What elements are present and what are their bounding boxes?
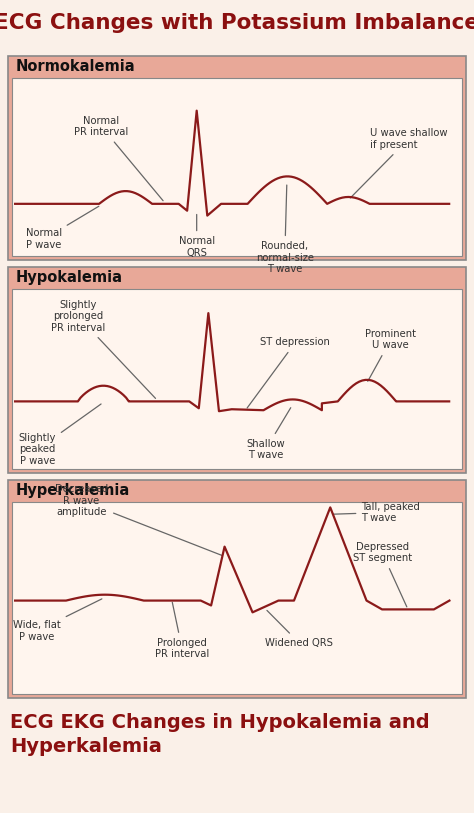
FancyBboxPatch shape [12, 78, 462, 256]
Text: Normal
PR interval: Normal PR interval [74, 115, 163, 201]
Text: Prolonged
PR interval: Prolonged PR interval [155, 602, 209, 659]
Text: Normal
P wave: Normal P wave [26, 207, 99, 250]
FancyBboxPatch shape [12, 502, 462, 694]
Text: ST depression: ST depression [247, 337, 330, 408]
FancyBboxPatch shape [8, 267, 466, 473]
Text: Hyperkalemia: Hyperkalemia [16, 483, 130, 498]
FancyBboxPatch shape [12, 289, 462, 469]
Text: Widened QRS: Widened QRS [265, 611, 333, 648]
Text: Hypokalemia: Hypokalemia [16, 270, 123, 285]
Text: Normokalemia: Normokalemia [16, 59, 136, 74]
Text: Shallow
T wave: Shallow T wave [246, 407, 291, 460]
Text: Depressed
ST segment: Depressed ST segment [353, 541, 411, 606]
Text: ECG EKG Changes in Hypokalemia and
Hyperkalemia: ECG EKG Changes in Hypokalemia and Hyper… [10, 713, 429, 756]
FancyBboxPatch shape [8, 56, 466, 260]
FancyBboxPatch shape [8, 480, 466, 698]
Text: ECG Changes with Potassium Imbalance: ECG Changes with Potassium Imbalance [0, 13, 474, 33]
Text: Normal
QRS: Normal QRS [179, 215, 215, 258]
Text: Slightly
prolonged
PR interval: Slightly prolonged PR interval [51, 299, 155, 398]
Text: Decreased
R wave
amplitude: Decreased R wave amplitude [55, 484, 222, 555]
Text: U wave shallow
if present: U wave shallow if present [350, 128, 447, 198]
Text: Tall, peaked
T wave: Tall, peaked T wave [333, 502, 420, 523]
Text: Rounded,
normal-size
T wave: Rounded, normal-size T wave [256, 185, 314, 274]
Text: Prominent
U wave: Prominent U wave [365, 328, 416, 381]
Text: Slightly
peaked
P wave: Slightly peaked P wave [19, 404, 101, 466]
Text: Wide, flat
P wave: Wide, flat P wave [13, 599, 102, 641]
